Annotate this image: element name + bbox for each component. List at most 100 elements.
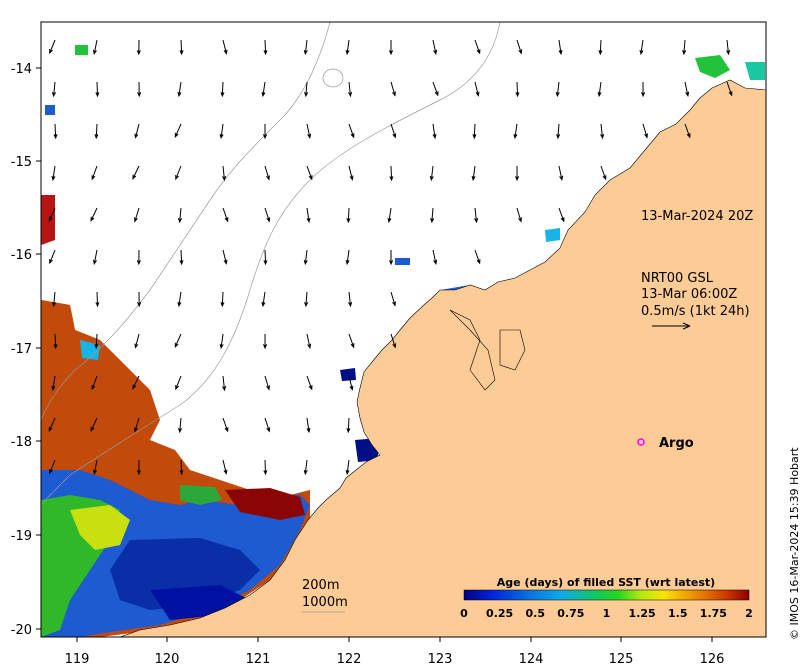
current-arrow xyxy=(389,165,394,182)
current-arrow xyxy=(348,123,355,139)
current-arrow xyxy=(642,123,648,139)
lon-tick-label: 126 xyxy=(700,652,725,667)
current-arrow xyxy=(345,459,350,476)
current-arrow xyxy=(600,165,607,181)
lat-tick-label: -14 xyxy=(11,62,32,77)
current-arrow xyxy=(264,375,270,391)
current-arrow xyxy=(136,39,141,56)
current-arrow xyxy=(94,333,99,350)
current-arrow xyxy=(219,333,224,350)
current-arrow xyxy=(348,165,354,181)
current-arrow xyxy=(597,81,602,98)
current-arrow xyxy=(348,291,353,308)
current-arrow xyxy=(222,417,229,433)
current-arrow xyxy=(261,81,266,98)
lon-tick-label: 119 xyxy=(65,652,90,667)
current-arrow xyxy=(726,81,733,97)
current-arrow xyxy=(432,81,439,97)
current-arrow xyxy=(432,123,437,140)
plot-frame xyxy=(40,21,767,638)
map-plot-area: Argo 13-Mar-2024 20Z NRT00 GSL 13-Mar 06… xyxy=(41,22,766,637)
lon-tick-label: 124 xyxy=(519,652,544,667)
current-arrow xyxy=(48,417,56,432)
current-arrow xyxy=(137,291,142,308)
current-arrow xyxy=(474,207,479,224)
current-arrow xyxy=(432,39,438,55)
current-arrow xyxy=(222,459,228,475)
lat-tick-label: -15 xyxy=(11,155,32,170)
current-arrow xyxy=(345,39,350,56)
current-arrow xyxy=(177,81,182,98)
colorbar-tick-label: 0.5 xyxy=(526,607,546,620)
lat-tick-label: -20 xyxy=(11,623,32,638)
colorbar-tick-label: 1 xyxy=(603,607,611,620)
land-mass xyxy=(119,79,766,637)
current-arrow xyxy=(684,123,691,139)
current-arrow xyxy=(598,39,603,56)
current-arrow xyxy=(390,81,396,97)
current-arrow xyxy=(429,165,434,182)
lat-tick-label: -17 xyxy=(11,342,32,357)
current-arrow xyxy=(95,81,100,98)
current-arrow xyxy=(220,81,225,98)
argo-float-marker xyxy=(637,438,645,446)
current-arrow xyxy=(390,333,397,349)
current-arrow xyxy=(306,375,313,391)
colorbar-tick-label: 0.75 xyxy=(557,607,584,620)
current-arrow xyxy=(346,417,351,434)
current-arrow xyxy=(641,81,646,98)
current-arrow xyxy=(264,165,270,181)
current-arrow xyxy=(95,291,100,308)
current-arrow xyxy=(222,207,229,223)
current-arrow xyxy=(263,249,268,266)
current-arrow xyxy=(263,459,268,476)
current-arrow xyxy=(472,123,477,140)
colorbar-title: Age (days) of filled SST (wrt latest) xyxy=(497,576,715,589)
current-arrow xyxy=(558,39,563,56)
copyright-label: © IMOS 16-Mar-2024 15:39 Hobart xyxy=(788,447,801,640)
current-arrow xyxy=(174,333,182,348)
current-arrow xyxy=(264,417,271,433)
current-source-label: NRT00 GSL xyxy=(641,271,714,286)
current-arrow xyxy=(306,333,312,349)
current-arrow xyxy=(515,81,520,98)
current-time-label: 13-Mar 06:00Z xyxy=(641,287,737,302)
current-arrow xyxy=(136,249,141,266)
current-arrow xyxy=(92,39,98,55)
current-arrow xyxy=(432,249,438,265)
current-arrow xyxy=(177,291,182,308)
current-arrow xyxy=(348,333,355,349)
current-arrow xyxy=(303,249,308,266)
colorbar-tick-label: 1.5 xyxy=(668,607,688,620)
lat-tick-label: -19 xyxy=(11,529,32,544)
current-arrow xyxy=(263,39,268,56)
current-arrow xyxy=(179,249,184,266)
current-arrow xyxy=(516,207,522,223)
current-arrow xyxy=(134,123,140,139)
lon-tick-label: 120 xyxy=(155,652,180,667)
lon-tick-label: 123 xyxy=(428,652,453,667)
colorbar: Age (days) of filled SST (wrt latest) 0 0… xyxy=(454,575,754,620)
current-arrow xyxy=(175,165,182,181)
current-arrow xyxy=(726,39,731,56)
current-arrow xyxy=(303,39,308,56)
colorbar-tick-label: 0 xyxy=(460,607,468,620)
current-arrow xyxy=(51,375,56,392)
current-arrow xyxy=(53,333,58,350)
current-arrow xyxy=(388,39,394,56)
current-arrow xyxy=(220,291,225,308)
current-arrow xyxy=(132,375,140,390)
current-arrow xyxy=(306,165,313,181)
current-arrow xyxy=(474,249,481,265)
current-arrow xyxy=(348,375,354,391)
current-arrow xyxy=(555,81,560,98)
current-arrow xyxy=(261,291,266,308)
lat-tick-label: -18 xyxy=(11,435,32,450)
current-arrow xyxy=(516,39,523,55)
current-arrow xyxy=(222,249,228,265)
isobath-contours xyxy=(41,22,501,506)
current-arrow xyxy=(556,123,561,140)
current-arrow xyxy=(177,207,183,224)
current-arrow xyxy=(262,123,268,140)
current-arrow xyxy=(515,165,520,182)
